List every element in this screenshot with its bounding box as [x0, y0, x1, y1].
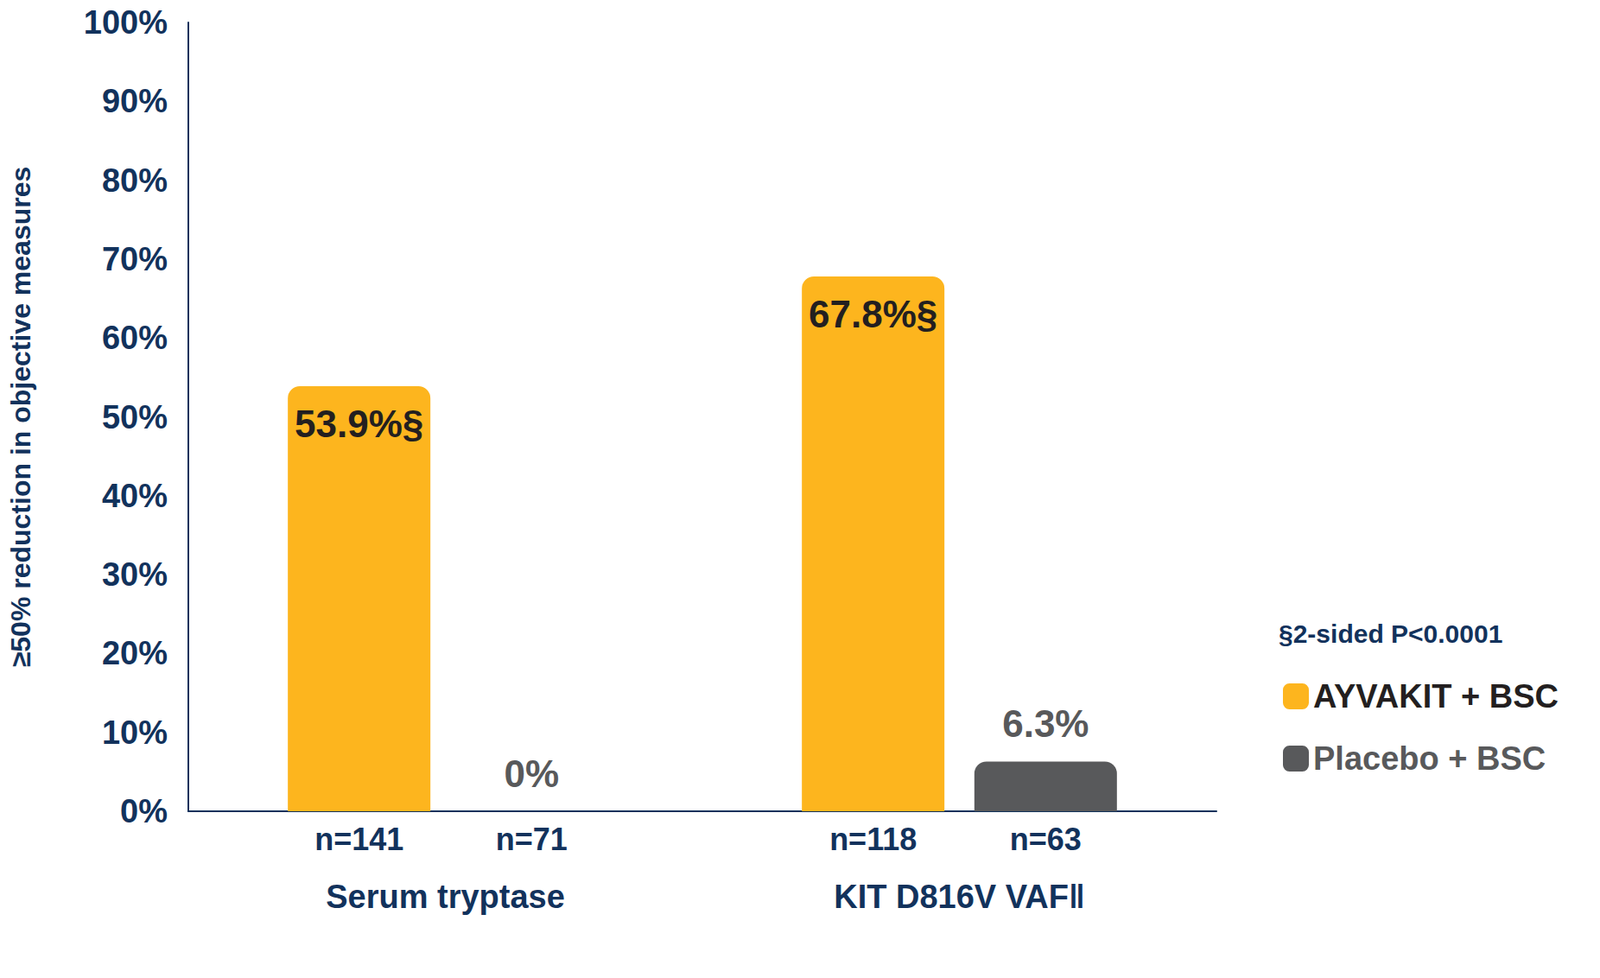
svg-text:67.8%§: 67.8%§: [808, 292, 938, 336]
svg-text:0%: 0%: [504, 752, 560, 795]
svg-text:n=141: n=141: [314, 821, 404, 858]
svg-text:6.3%: 6.3%: [1002, 702, 1089, 745]
svg-text:40%: 40%: [101, 477, 168, 515]
svg-text:n=71: n=71: [495, 821, 568, 858]
svg-text:50%: 50%: [101, 399, 168, 436]
svg-text:20%: 20%: [101, 634, 168, 672]
svg-text:Serum tryptase: Serum tryptase: [325, 878, 566, 915]
svg-text:100%: 100%: [83, 4, 168, 41]
svg-text:80%: 80%: [101, 162, 168, 199]
svg-text:60%: 60%: [101, 319, 168, 356]
svg-text:0%: 0%: [120, 793, 168, 830]
svg-text:AYVAKIT + BSC: AYVAKIT + BSC: [1313, 678, 1559, 715]
svg-text:30%: 30%: [101, 556, 168, 593]
svg-text:n=118: n=118: [829, 821, 917, 858]
svg-text:Placebo + BSC: Placebo + BSC: [1313, 740, 1546, 777]
svg-text:§2-sided P<0.0001: §2-sided P<0.0001: [1278, 619, 1503, 648]
svg-text:≥50% reduction in objective me: ≥50% reduction in objective measures: [5, 166, 37, 668]
svg-text:n=63: n=63: [1009, 821, 1082, 858]
svg-text:90%: 90%: [101, 82, 168, 120]
svg-text:KIT D816V VAF‖: KIT D816V VAF‖: [833, 878, 1086, 915]
svg-text:10%: 10%: [101, 714, 168, 751]
svg-text:53.9%§: 53.9%§: [294, 402, 424, 445]
svg-text:70%: 70%: [101, 241, 168, 278]
